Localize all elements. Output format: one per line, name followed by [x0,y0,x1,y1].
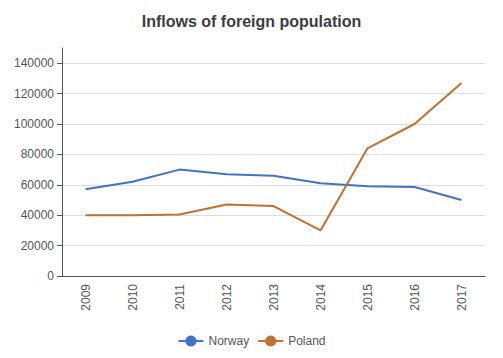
svg-text:0: 0 [47,269,54,283]
svg-text:2015: 2015 [361,284,375,311]
svg-text:40000: 40000 [21,208,55,222]
svg-text:2011: 2011 [173,284,187,310]
svg-text:Norway: Norway [208,334,249,348]
svg-text:80000: 80000 [21,147,55,161]
svg-text:2010: 2010 [126,284,140,311]
svg-text:60000: 60000 [21,178,55,192]
svg-text:2012: 2012 [220,284,234,311]
svg-text:Inflows of foreign population: Inflows of foreign population [142,13,362,30]
svg-text:20000: 20000 [21,239,55,253]
svg-text:2009: 2009 [79,284,93,311]
svg-text:2014: 2014 [314,284,328,311]
svg-text:120000: 120000 [14,87,54,101]
svg-text:2016: 2016 [408,284,422,311]
svg-text:2013: 2013 [267,284,281,311]
svg-text:140000: 140000 [14,56,54,70]
svg-text:Poland: Poland [288,334,325,348]
svg-text:2017: 2017 [455,284,469,311]
svg-text:100000: 100000 [14,117,54,131]
